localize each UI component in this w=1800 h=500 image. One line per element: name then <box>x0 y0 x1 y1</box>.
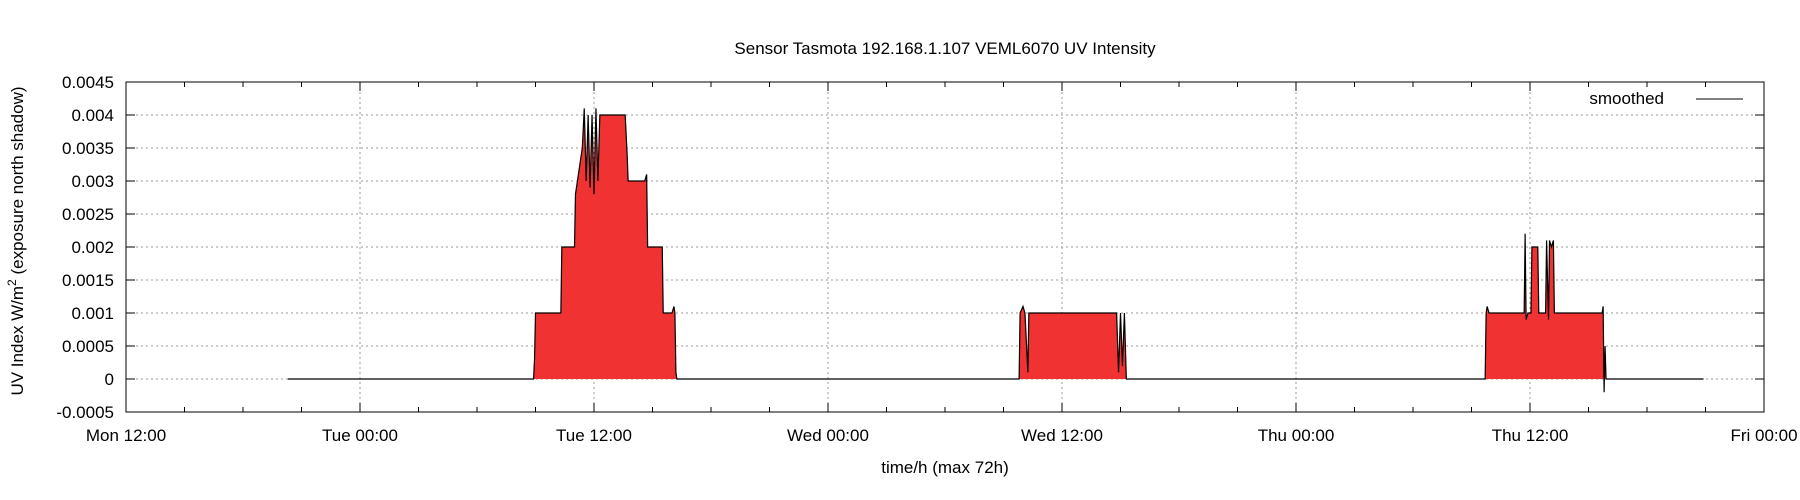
x-tick-label: Tue 12:00 <box>556 426 632 445</box>
axis-ticks: -0.0005 0 0.0005 0.001 0.0015 0.002 0.0025 0.00… <box>56 73 1797 445</box>
x-tick-label: Thu 12:00 <box>1492 426 1569 445</box>
y-axis-label-tail: (exposure north shadow) <box>8 86 27 279</box>
legend: smoothed <box>1589 89 1743 108</box>
x-tick-label: Mon 12:00 <box>86 426 166 445</box>
y-tick-label: 0.003 <box>71 172 114 191</box>
y-tick-label: 0.0025 <box>62 205 114 224</box>
y-tick-label: 0.0035 <box>62 139 114 158</box>
legend-label: smoothed <box>1589 89 1664 108</box>
y-tick-label: 0 <box>105 370 114 389</box>
x-tick-label: Tue 00:00 <box>322 426 398 445</box>
y-tick-label: 0.0015 <box>62 271 114 290</box>
area-fill <box>287 108 1704 393</box>
y-tick-label: -0.0005 <box>56 403 114 422</box>
series-line <box>287 108 1704 393</box>
chart-title: Sensor Tasmota 192.168.1.107 VEML6070 UV… <box>734 39 1156 58</box>
x-tick-label: Wed 00:00 <box>787 426 869 445</box>
x-tick-label: Thu 00:00 <box>1258 426 1335 445</box>
y-tick-label: 0.001 <box>71 304 114 323</box>
x-axis-label: time/h (max 72h) <box>881 458 1009 477</box>
y-axis-label: UV Index W/m2 (exposure north shadow) <box>5 86 27 395</box>
series-smoothed <box>287 108 1704 393</box>
x-tick-label: Wed 12:00 <box>1021 426 1103 445</box>
x-tick-label: Fri 00:00 <box>1730 426 1797 445</box>
y-axis-label-main: UV Index W/m <box>8 286 27 396</box>
y-tick-label: 0.002 <box>71 238 114 257</box>
y-tick-label: 0.0005 <box>62 337 114 356</box>
y-tick-label: 0.0045 <box>62 73 114 92</box>
y-axis-label-unit-sup: 2 <box>5 279 19 286</box>
y-tick-label: 0.004 <box>71 106 114 125</box>
